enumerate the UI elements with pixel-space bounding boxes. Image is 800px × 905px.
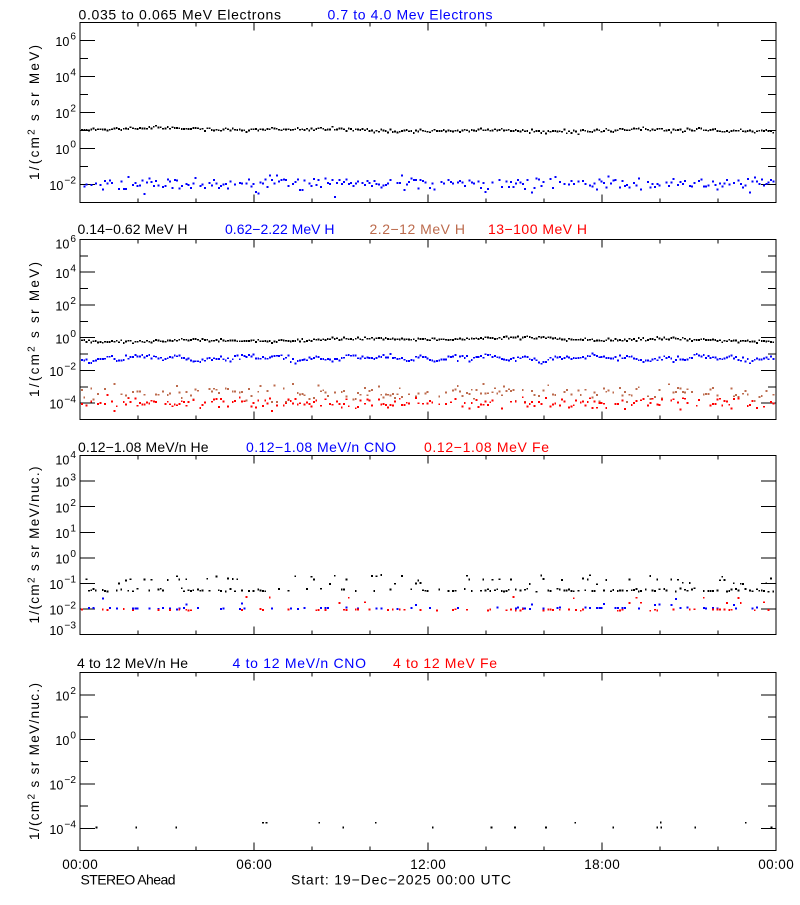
svg-text:10: 10 xyxy=(55,299,69,314)
svg-text:4 to 12 MeV Fe: 4 to 12 MeV Fe xyxy=(393,655,497,671)
svg-text:10: 10 xyxy=(55,500,69,515)
svg-text:0: 0 xyxy=(70,329,76,340)
svg-text:00:00: 00:00 xyxy=(62,857,98,872)
svg-text:10: 10 xyxy=(49,603,63,618)
svg-text:10: 10 xyxy=(55,106,69,121)
svg-text:18:00: 18:00 xyxy=(584,857,620,872)
svg-text:10: 10 xyxy=(55,70,69,85)
svg-text:−4: −4 xyxy=(64,820,76,831)
svg-text:10: 10 xyxy=(55,142,69,157)
svg-text:0: 0 xyxy=(70,731,76,742)
svg-text:3: 3 xyxy=(70,472,76,483)
svg-text:10: 10 xyxy=(49,577,63,592)
svg-text:−1: −1 xyxy=(64,575,76,586)
svg-text:4 to 12 MeV/n CNO: 4 to 12 MeV/n CNO xyxy=(233,655,367,671)
svg-text:10: 10 xyxy=(55,688,69,703)
svg-text:−2: −2 xyxy=(64,362,76,373)
svg-text:0.12−1.08 MeV/n CNO: 0.12−1.08 MeV/n CNO xyxy=(246,439,396,455)
svg-text:2: 2 xyxy=(70,104,76,115)
svg-text:12:00: 12:00 xyxy=(410,857,446,872)
svg-text:0.12−1.08 MeV Fe: 0.12−1.08 MeV Fe xyxy=(424,439,549,455)
svg-text:13−100 MeV H: 13−100 MeV H xyxy=(488,221,587,237)
svg-text:06:00: 06:00 xyxy=(236,857,272,872)
svg-text:10: 10 xyxy=(55,331,69,346)
svg-text:10: 10 xyxy=(55,475,69,490)
svg-text:00:00: 00:00 xyxy=(758,857,794,872)
svg-text:2: 2 xyxy=(70,686,76,697)
svg-text:0: 0 xyxy=(70,549,76,560)
svg-text:0.62−2.22 MeV H: 0.62−2.22 MeV H xyxy=(225,221,335,237)
svg-text:0: 0 xyxy=(70,140,76,151)
svg-text:4: 4 xyxy=(70,450,76,461)
svg-text:10: 10 xyxy=(49,777,63,792)
svg-text:STEREO Ahead: STEREO Ahead xyxy=(81,872,176,888)
svg-text:1/(cm2 s sr MeV): 1/(cm2 s sr MeV) xyxy=(27,45,43,180)
svg-text:4: 4 xyxy=(70,68,76,79)
svg-text:0.14−0.62 MeV H: 0.14−0.62 MeV H xyxy=(78,221,188,237)
svg-text:2: 2 xyxy=(70,498,76,509)
svg-text:−2: −2 xyxy=(64,176,76,187)
svg-text:2: 2 xyxy=(70,296,76,307)
svg-text:10: 10 xyxy=(49,397,63,412)
svg-text:Start: 19−Dec−2025 00:00 UTC: Start: 19−Dec−2025 00:00 UTC xyxy=(291,872,511,888)
svg-text:1: 1 xyxy=(70,524,76,535)
svg-text:10: 10 xyxy=(49,822,63,837)
svg-text:0.035 to 0.065 MeV Electrons: 0.035 to 0.065 MeV Electrons xyxy=(79,7,282,23)
svg-text:1/(cm2 s sr MeV): 1/(cm2 s sr MeV) xyxy=(27,262,43,397)
svg-text:10: 10 xyxy=(49,623,63,638)
svg-text:−2: −2 xyxy=(64,775,76,786)
svg-text:10: 10 xyxy=(55,552,69,567)
svg-text:10: 10 xyxy=(55,526,69,541)
svg-text:6: 6 xyxy=(70,234,76,245)
svg-text:−4: −4 xyxy=(64,394,76,405)
svg-text:6: 6 xyxy=(70,32,76,43)
svg-text:−3: −3 xyxy=(64,621,76,632)
svg-text:10: 10 xyxy=(49,364,63,379)
svg-text:10: 10 xyxy=(55,452,69,467)
svg-text:10: 10 xyxy=(55,266,69,281)
svg-text:10: 10 xyxy=(55,733,69,748)
svg-text:10: 10 xyxy=(49,178,63,193)
svg-text:10: 10 xyxy=(55,236,69,251)
svg-text:−2: −2 xyxy=(64,600,76,611)
svg-text:0.7 to 4.0 Mev Electrons: 0.7 to 4.0 Mev Electrons xyxy=(328,7,493,23)
svg-text:0.12−1.08 MeV/n He: 0.12−1.08 MeV/n He xyxy=(78,439,209,455)
svg-text:4: 4 xyxy=(70,263,76,274)
svg-text:2.2−12 MeV H: 2.2−12 MeV H xyxy=(370,221,466,237)
svg-text:4 to 12 MeV/n He: 4 to 12 MeV/n He xyxy=(77,655,188,671)
svg-text:10: 10 xyxy=(55,34,69,49)
